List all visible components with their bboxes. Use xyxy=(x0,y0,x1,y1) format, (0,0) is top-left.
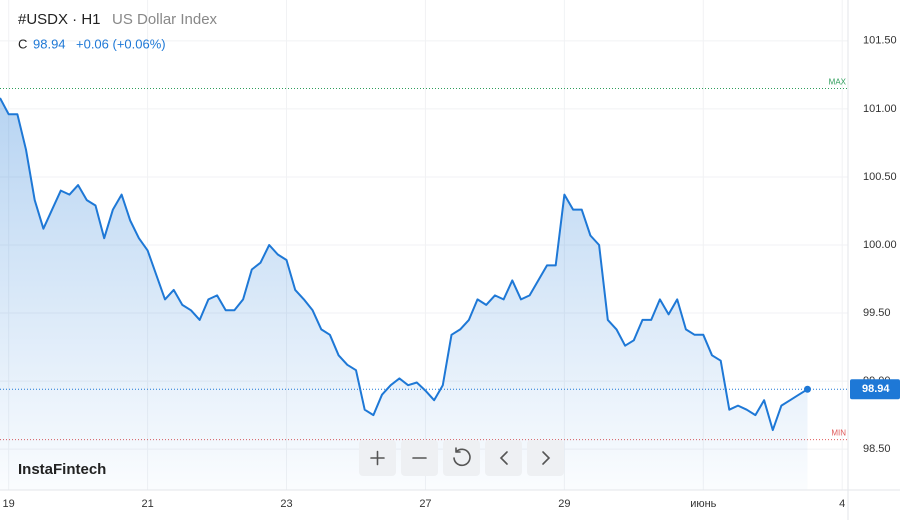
reset-button[interactable] xyxy=(443,440,480,476)
price-tag-label: 98.94 xyxy=(862,383,890,395)
icon xyxy=(542,451,551,465)
last-point xyxy=(803,385,811,393)
y-tick-label: 100.00 xyxy=(863,239,897,251)
toolbar xyxy=(359,440,564,476)
min-label: MIN xyxy=(831,429,846,438)
change: +0.06 (+0.06%) xyxy=(76,36,166,51)
instrument: US Dollar Index xyxy=(112,11,218,28)
icon xyxy=(499,451,508,465)
x-tick-label: июнь xyxy=(690,498,716,510)
scroll-right-button[interactable] xyxy=(527,440,564,476)
y-tick-label: 101.00 xyxy=(863,103,897,115)
icon xyxy=(370,450,385,466)
brand: InstaFintech xyxy=(18,461,106,478)
scroll-left-button[interactable] xyxy=(485,440,522,476)
y-tick-label: 101.50 xyxy=(863,35,897,47)
y-tick-label: 98.50 xyxy=(863,443,891,455)
x-tick-label: 29 xyxy=(558,498,570,510)
y-tick-label: 99.50 xyxy=(863,307,891,319)
close-label: C xyxy=(18,36,27,51)
y-tick-label: 100.50 xyxy=(863,171,897,183)
line xyxy=(0,97,809,432)
x-tick-label: 23 xyxy=(280,498,292,510)
x-tick-label: 4 xyxy=(839,498,845,510)
max-label: MAX xyxy=(829,78,847,87)
price-tag xyxy=(850,379,900,400)
area xyxy=(0,98,808,490)
symbol: #USDX · H1 xyxy=(18,11,101,28)
icon xyxy=(453,447,471,467)
x-tick-label: 19 xyxy=(3,498,15,510)
x-tick-label: 27 xyxy=(419,498,431,510)
close-value: 98.94 xyxy=(33,36,66,51)
x-tick-label: 21 xyxy=(141,498,153,510)
